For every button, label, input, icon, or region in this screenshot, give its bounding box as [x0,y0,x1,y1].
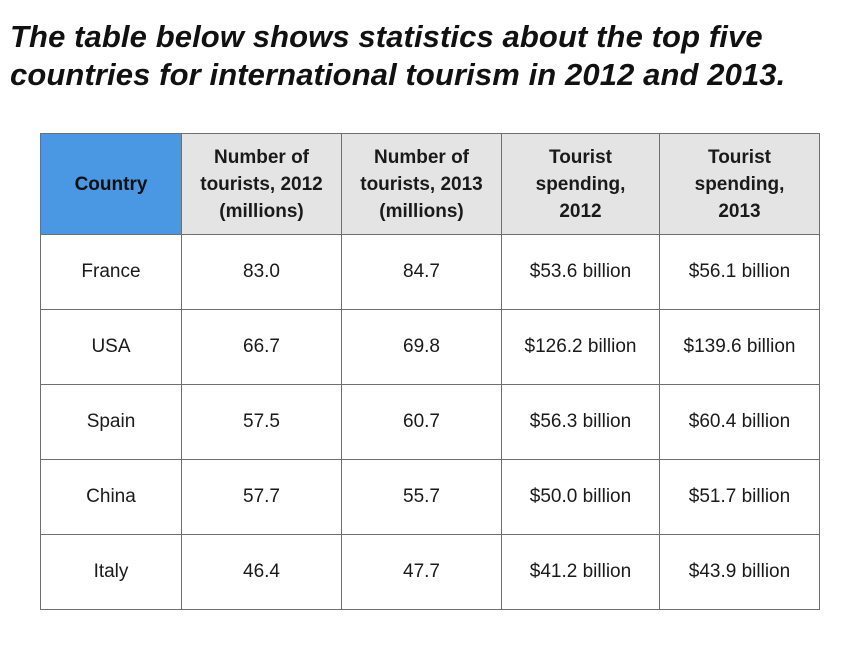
page-title: The table below shows statistics about t… [10,18,860,94]
spending-2012-cell: $41.2 billion [501,534,660,610]
table-row-usa: USA 66.7 69.8 $126.2 billion $139.6 bill… [40,309,820,385]
column-header-country: Country [40,133,182,235]
spending-2013-cell: $139.6 billion [659,309,820,385]
tourists-2012-cell: 83.0 [181,234,342,310]
spending-2012-cell: $50.0 billion [501,459,660,535]
tourists-2012-cell: 66.7 [181,309,342,385]
spending-2012-cell: $126.2 billion [501,309,660,385]
country-cell: USA [40,309,182,385]
tourists-2013-cell: 55.7 [341,459,502,535]
tourists-2013-cell: 60.7 [341,384,502,460]
table-row-france: France 83.0 84.7 $53.6 billion $56.1 bil… [40,234,820,310]
column-header-spending-2013: Tourist spending, 2013 [659,133,820,235]
tourists-2012-cell: 46.4 [181,534,342,610]
column-header-tourists-2013: Number of tourists, 2013 (millions) [341,133,502,235]
country-cell: Italy [40,534,182,610]
country-cell: Spain [40,384,182,460]
country-cell: China [40,459,182,535]
tourists-2012-cell: 57.5 [181,384,342,460]
spending-2012-cell: $56.3 billion [501,384,660,460]
tourism-statistics-table: Country Number of tourists, 2012 (millio… [40,133,820,610]
spending-2013-cell: $56.1 billion [659,234,820,310]
table-header-row: Country Number of tourists, 2012 (millio… [40,133,820,235]
spending-2012-cell: $53.6 billion [501,234,660,310]
title-line-2: countries for international tourism in 2… [10,57,786,92]
tourists-2013-cell: 47.7 [341,534,502,610]
title-line-1: The table below shows statistics about t… [10,19,763,54]
table-row-italy: Italy 46.4 47.7 $41.2 billion $43.9 bill… [40,534,820,610]
tourists-2012-cell: 57.7 [181,459,342,535]
column-header-spending-2012: Tourist spending, 2012 [501,133,660,235]
table-row-spain: Spain 57.5 60.7 $56.3 billion $60.4 bill… [40,384,820,460]
spending-2013-cell: $43.9 billion [659,534,820,610]
spending-2013-cell: $60.4 billion [659,384,820,460]
tourists-2013-cell: 84.7 [341,234,502,310]
country-cell: France [40,234,182,310]
spending-2013-cell: $51.7 billion [659,459,820,535]
table-row-china: China 57.7 55.7 $50.0 billion $51.7 bill… [40,459,820,535]
column-header-tourists-2012: Number of tourists, 2012 (millions) [181,133,342,235]
tourists-2013-cell: 69.8 [341,309,502,385]
